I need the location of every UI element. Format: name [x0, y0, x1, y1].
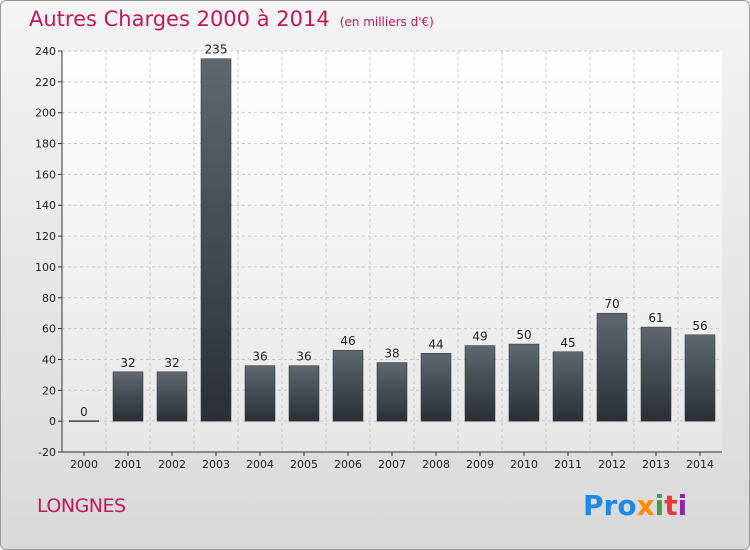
logo-part-2: x: [636, 489, 655, 522]
y-tick-label: 240: [35, 45, 56, 58]
bar-value-label: 0: [80, 405, 88, 419]
chart-subtitle: (en milliers d'€): [339, 15, 434, 29]
bar: [684, 334, 716, 422]
bar-value-label: 61: [648, 311, 663, 325]
bar-value-label: 36: [252, 350, 267, 364]
logo-part-3: i: [654, 489, 665, 522]
x-tick-label: 2006: [334, 458, 362, 471]
x-tick-label: 2010: [510, 458, 538, 471]
y-tick-label: 120: [35, 230, 56, 243]
y-tick-label: 160: [35, 168, 56, 181]
bar-value-label: 56: [692, 319, 707, 333]
x-tick-label: 2001: [114, 458, 142, 471]
bar: [552, 351, 584, 422]
y-tick-label: 140: [35, 199, 56, 212]
bar: [596, 312, 628, 422]
x-tick-label: 2014: [686, 458, 714, 471]
x-tick-label: 2012: [598, 458, 626, 471]
bar: [420, 353, 452, 422]
bar-value-label: 32: [120, 356, 135, 370]
bar: [376, 362, 408, 422]
bar-value-label: 50: [516, 328, 531, 342]
x-tick-label: 2002: [158, 458, 186, 471]
x-tick-label: 2009: [466, 458, 494, 471]
x-tick-label: 2004: [246, 458, 274, 471]
x-tick-label: 2008: [422, 458, 450, 471]
x-tick-label: 2003: [202, 458, 230, 471]
x-tick-label: 2013: [642, 458, 670, 471]
logo-part-1: Pro: [583, 489, 637, 522]
bar: [464, 345, 496, 422]
y-tick-label: 0: [49, 415, 56, 428]
bar-value-label: 70: [604, 297, 619, 311]
y-tick-label: 220: [35, 76, 56, 89]
x-tick-label: 2007: [378, 458, 406, 471]
commune-name: LONGNES: [37, 495, 126, 517]
bar-value-label: 38: [384, 347, 399, 361]
chart-title-text: Autres Charges 2000 à 2014: [29, 7, 330, 31]
bar: [508, 343, 540, 422]
bar-value-label: 235: [205, 43, 228, 57]
bar-value-label: 32: [164, 356, 179, 370]
bar-value-label: 46: [340, 334, 355, 348]
y-tick-label: -20: [38, 446, 56, 459]
y-tick-label: 100: [35, 261, 56, 274]
bar: [332, 349, 364, 422]
bar: [112, 371, 144, 422]
bar-value-label: 49: [472, 330, 487, 344]
bar: [288, 365, 320, 422]
logo-part-4: t: [664, 489, 678, 522]
y-tick-label: 180: [35, 138, 56, 151]
bar: [244, 365, 276, 422]
bar: [200, 58, 232, 422]
y-tick-label: 20: [42, 384, 56, 397]
y-tick-label: 200: [35, 107, 56, 120]
x-tick-label: 2011: [554, 458, 582, 471]
chart-title: Autres Charges 2000 à 2014 (en milliers d…: [29, 7, 434, 31]
proxiti-logo: Proxiti: [583, 489, 687, 522]
bar: [156, 371, 188, 422]
bar-value-label: 36: [296, 350, 311, 364]
x-tick-label: 2005: [290, 458, 318, 471]
y-tick-label: 80: [42, 292, 56, 305]
y-tick-label: 40: [42, 353, 56, 366]
bar-value-label: 45: [560, 336, 575, 350]
y-tick-label: 60: [42, 323, 56, 336]
bar-value-label: 44: [428, 337, 443, 351]
x-tick-label: 2000: [70, 458, 98, 471]
logo-part-5: i: [677, 489, 688, 522]
bar: [640, 326, 672, 422]
